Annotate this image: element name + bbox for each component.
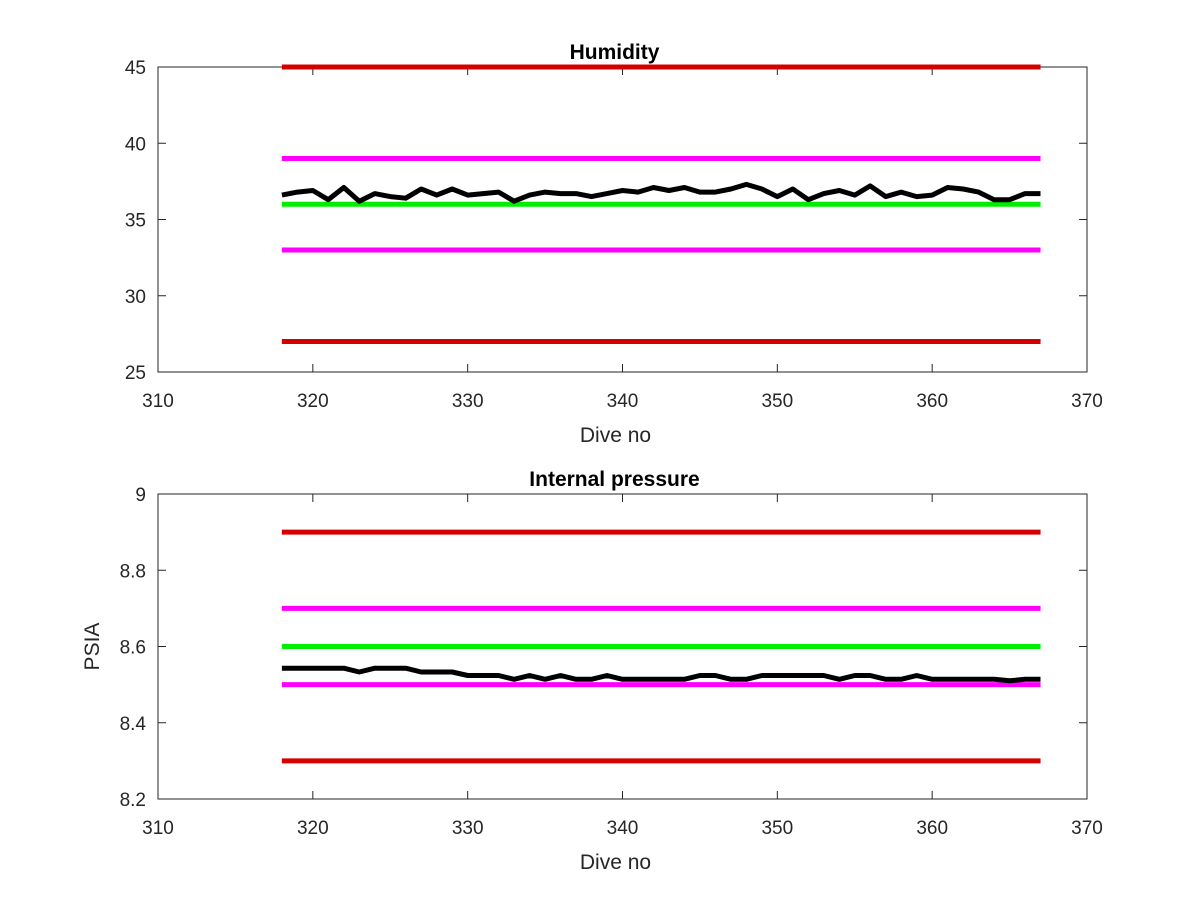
x-tick-label: 360 xyxy=(916,818,948,839)
y-tick-label: 25 xyxy=(125,363,146,384)
x-tick-label: 310 xyxy=(142,818,174,839)
y-tick-label: 45 xyxy=(125,58,146,79)
y-tick-label: 30 xyxy=(125,287,146,308)
y-tick-label: 8.8 xyxy=(120,561,146,582)
humidity-panel: 310 320 330 340 350 360 370 25 30 35 40 45 Humidity D… xyxy=(125,41,1103,447)
x-tick-label: 370 xyxy=(1071,391,1103,412)
x-tick-label: 310 xyxy=(142,391,174,412)
x-tick-label: 330 xyxy=(452,818,484,839)
x-tick-label: 340 xyxy=(607,818,639,839)
internal-pressure-panel: 310 320 330 340 350 360 370 8.2 8.4 8.6 8.8 9 Intern… xyxy=(81,468,1103,874)
x-axis-label: Dive no xyxy=(580,424,651,447)
x-tick-label: 320 xyxy=(297,391,329,412)
y-tick-label: 9 xyxy=(135,485,146,506)
x-tick-label: 320 xyxy=(297,818,329,839)
y-tick-label: 8.6 xyxy=(120,638,146,659)
data-series-line xyxy=(281,665,1041,684)
plot-title: Humidity xyxy=(570,41,660,64)
x-tick-label: 340 xyxy=(607,391,639,412)
y-tick-label: 8.4 xyxy=(120,714,147,735)
plot-title: Internal pressure xyxy=(529,468,699,491)
y-tick-label: 35 xyxy=(125,211,146,232)
data-series-line xyxy=(281,181,1041,204)
y-tick-label: 8.2 xyxy=(120,790,146,811)
x-tick-label: 350 xyxy=(761,818,793,839)
x-tick-label: 330 xyxy=(452,391,484,412)
y-tick-label: 40 xyxy=(125,134,146,155)
x-tick-label: 360 xyxy=(916,391,948,412)
x-tick-label: 350 xyxy=(761,391,793,412)
x-tick-label: 370 xyxy=(1071,818,1103,839)
x-axis-label: Dive no xyxy=(580,851,651,874)
axes-box xyxy=(157,66,1088,373)
y-axis-label: PSIA xyxy=(81,623,104,671)
